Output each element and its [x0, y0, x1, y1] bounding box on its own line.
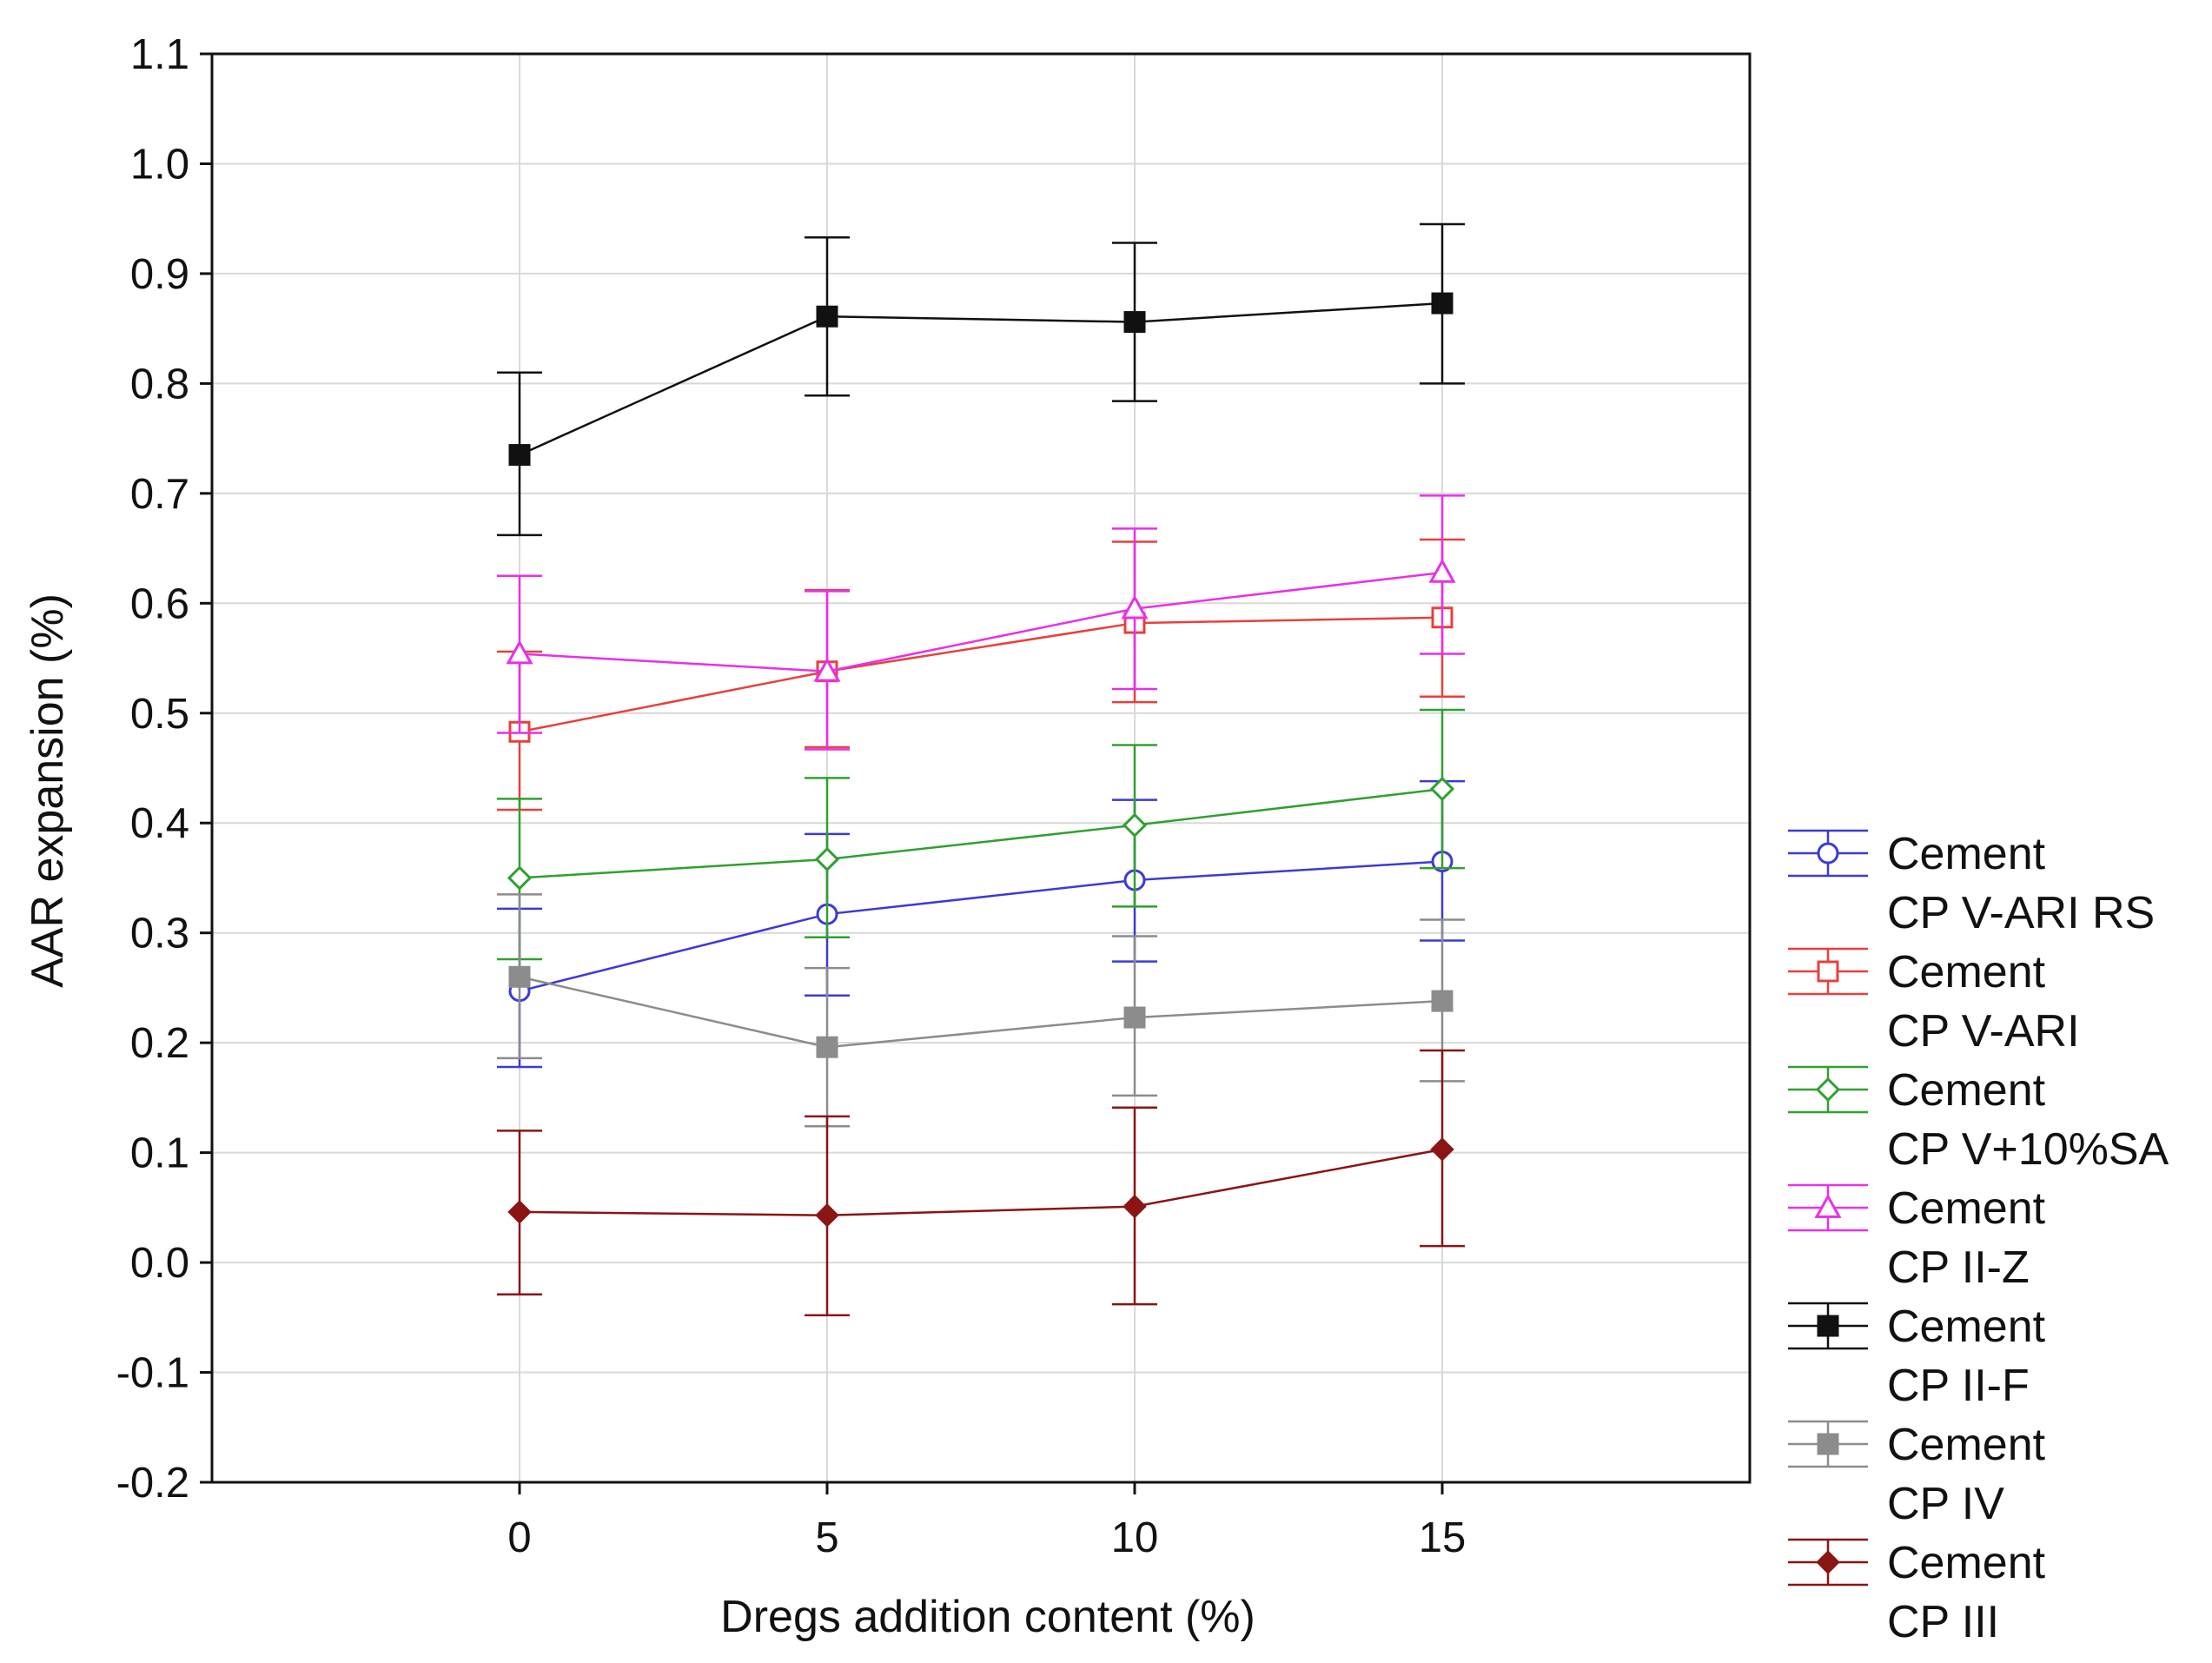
data-point [815, 1203, 839, 1228]
legend-item: Cement CP II-Z [1788, 1183, 2046, 1293]
legend-label: CP II-Z [1887, 1242, 2030, 1293]
y-tick-label: 0.2 [130, 1020, 189, 1067]
data-point [1816, 1550, 1840, 1574]
legend-label: Cement [1887, 1538, 2046, 1588]
series-group [497, 1049, 1465, 1317]
data-point [1429, 776, 1455, 802]
y-tick-label: 0.1 [130, 1130, 189, 1177]
y-tick-label: 0.0 [130, 1240, 189, 1287]
legend-item: Cement CP V-ARI RS [1788, 829, 2155, 938]
data-point [1121, 594, 1149, 619]
data-point [1817, 1315, 1839, 1337]
data-point [1123, 1194, 1147, 1219]
series-line [519, 787, 1443, 879]
series-group [497, 494, 1465, 751]
x-tick-label: 5 [815, 1514, 838, 1561]
data-point [507, 865, 533, 891]
legend-label: CP V-ARI RS [1887, 888, 2155, 938]
x-tick-label: 10 [1111, 1514, 1159, 1561]
series-group [497, 222, 1465, 537]
legend-label: CP V+10%SA [1887, 1124, 2169, 1175]
series-line [519, 1148, 1443, 1216]
y-axis-title: AAR expansion (%) [23, 593, 73, 988]
legend-item: Cement CP III [1788, 1538, 2046, 1647]
data-point [1122, 812, 1148, 838]
legend-label: CP IV [1887, 1479, 2004, 1529]
y-tick-label: 0.7 [130, 471, 189, 518]
legend-label: CP II-F [1887, 1361, 2030, 1411]
series-line [519, 571, 1443, 672]
x-axis-title: Dregs addition content (%) [720, 1592, 1255, 1642]
data-point [816, 305, 838, 328]
legend-label: Cement [1887, 1065, 2046, 1116]
y-tick-label: 0.4 [130, 800, 189, 847]
data-point [1431, 292, 1454, 315]
legend-label: CP III [1887, 1597, 1999, 1647]
data-point [1123, 1006, 1146, 1029]
legend-label: Cement [1887, 1302, 2046, 1352]
legend-label: Cement [1887, 947, 2046, 997]
data-point [1817, 1433, 1839, 1455]
series-line [519, 616, 1443, 733]
data-point [813, 657, 841, 682]
y-tick-label: 0.8 [130, 361, 189, 407]
series-line [519, 860, 1443, 992]
legend-item: Cement CP II-F [1788, 1302, 2046, 1411]
data-point [814, 846, 840, 872]
data-point [508, 444, 531, 467]
y-tick-label: 0.6 [130, 580, 189, 627]
data-point [1430, 1137, 1454, 1162]
series [497, 222, 1465, 1317]
legend-label: CP V-ARI [1887, 1006, 2080, 1057]
data-point [1817, 960, 1839, 983]
series-line [519, 301, 1443, 456]
y-tick-label: 0.9 [130, 251, 189, 298]
legend-item: Cement CP V-ARI [1788, 947, 2080, 1057]
data-point [506, 639, 533, 665]
data-point [507, 1200, 532, 1224]
data-point [1817, 842, 1839, 865]
data-point [1428, 558, 1456, 583]
legend-label: Cement [1887, 1183, 2046, 1234]
legend: Cement CP V-ARI RS Cement CP V-ARI Cement CP … [1788, 829, 2169, 1647]
x-tick-label: 0 [507, 1514, 531, 1561]
legend-item: Cement CP IV [1788, 1420, 2046, 1529]
series-group [497, 893, 1465, 1128]
data-point [1814, 1193, 1842, 1218]
data-point [1123, 311, 1146, 334]
axes: -0.2 -0.1 0.0 0.1 0.2 0.3 0.4 0.5 0.6 0.7 0.8 0.9 1.… [116, 31, 1467, 1561]
data-point [1431, 990, 1454, 1012]
legend-item: Cement CP V+10%SA [1788, 1065, 2169, 1175]
y-tick-label: -0.2 [116, 1460, 189, 1507]
data-point [508, 965, 531, 988]
series-line [519, 976, 1443, 1049]
y-tick-label: 1.1 [130, 31, 189, 78]
data-point [1815, 1077, 1841, 1103]
plot-frame [210, 52, 1752, 1484]
y-tick-label: -0.1 [116, 1350, 189, 1397]
y-tick-label: 1.0 [130, 141, 189, 188]
legend-label: Cement [1887, 1420, 2046, 1470]
x-tick-label: 15 [1419, 1514, 1467, 1561]
legend-label: Cement [1887, 829, 2046, 879]
y-tick-label: 0.5 [130, 691, 189, 738]
y-tick-label: 0.3 [130, 911, 189, 957]
data-point [816, 1036, 838, 1058]
